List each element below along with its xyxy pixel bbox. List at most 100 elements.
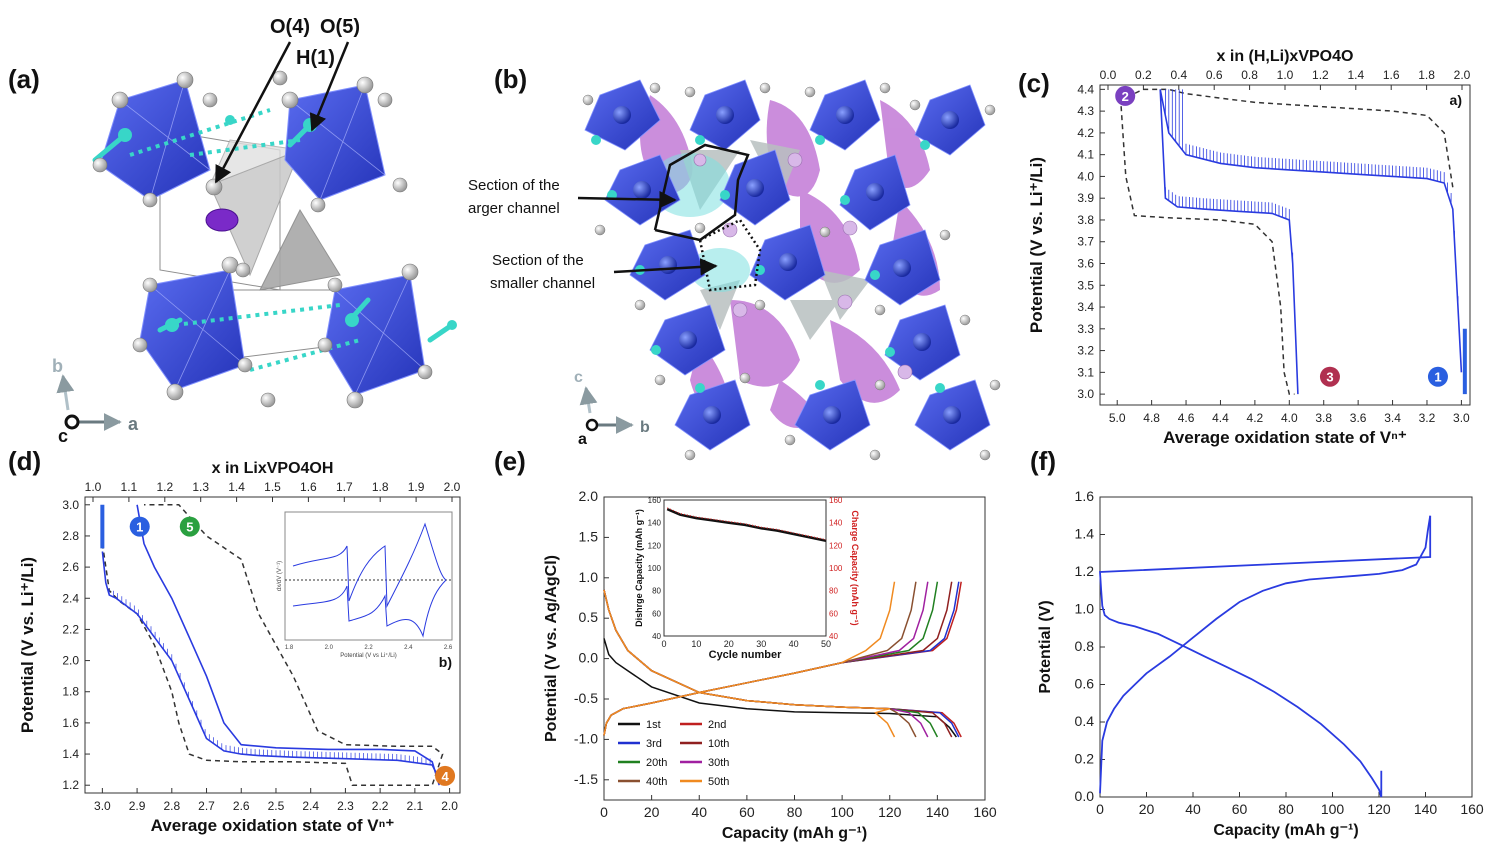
inset-x-tick-label: 1.8 bbox=[285, 645, 294, 651]
legend-label-30th: 30th bbox=[708, 757, 729, 769]
series-charge-spikes bbox=[1165, 89, 1459, 307]
x-tick-label: 140 bbox=[926, 804, 950, 820]
chart-c: 5.0 4.8 4.6 4.4 4.2 4.0 3.8 3.6 3.4 3.2 3.0 3.0 3.1 3… bbox=[1027, 48, 1471, 447]
top-tick-label: 1.6 bbox=[1383, 68, 1400, 82]
inset-series-discharge bbox=[666, 507, 827, 543]
x-tick-label: 3.8 bbox=[1315, 411, 1332, 425]
x-tick-label: 4.2 bbox=[1247, 411, 1264, 425]
top-tick-label: 1.2 bbox=[156, 480, 173, 494]
inset-x-tick-label: 20 bbox=[724, 639, 734, 649]
x-tick-label: 2.9 bbox=[129, 799, 146, 813]
chart-e: 0 20 40 60 80 100 120 140 160-1.5-1.0-0.50.00.51… bbox=[543, 488, 997, 842]
top-tick-label: 1.8 bbox=[372, 480, 389, 494]
annotation-h1: H(1) bbox=[296, 47, 335, 69]
inset-curve-lower bbox=[292, 579, 447, 638]
y-tick-label: 0.0 bbox=[1075, 788, 1095, 804]
y-tick-label: 2.4 bbox=[62, 591, 79, 605]
hydrogen-bonds-a bbox=[129, 108, 361, 372]
x-tick-label: 5.0 bbox=[1109, 411, 1126, 425]
axis-label-a-b: a bbox=[578, 431, 587, 448]
inset-y-tick-label-right: 100 bbox=[829, 564, 843, 573]
annotation-larger-1: Section of the bbox=[468, 177, 560, 194]
legend-label-1st: 1st bbox=[646, 719, 661, 731]
axis-label-b-b: b bbox=[640, 419, 650, 436]
x-tick-label: 2.1 bbox=[407, 799, 424, 813]
inset-y-tick-label-left: 40 bbox=[652, 632, 661, 641]
inset-y-label-left: Dishrge Capacity (mAh g⁻¹) bbox=[634, 509, 644, 627]
y-tick-label: 0.8 bbox=[1075, 638, 1095, 654]
crystal-structure-a: O(4) O(5) H(1) c a b bbox=[52, 16, 457, 446]
panel-label-a: (a) bbox=[8, 64, 40, 94]
series-discharge-spikes bbox=[1165, 187, 1294, 264]
corner-tag: b) bbox=[439, 654, 452, 670]
y-axis-label: Potential (V vs. Li⁺/Li) bbox=[1027, 157, 1046, 333]
inset-y-tick-label-left: 120 bbox=[648, 541, 662, 550]
series-discharge bbox=[1099, 515, 1432, 798]
y-tick-label: 4.1 bbox=[1077, 148, 1094, 162]
x-tick-label: 3.0 bbox=[94, 799, 111, 813]
marker-5 bbox=[179, 516, 200, 537]
y-axis-label: Potential (V vs. Li⁺/Li) bbox=[18, 557, 37, 733]
y-tick-label: 3.8 bbox=[1077, 213, 1094, 227]
axis-label-c-b: c bbox=[574, 369, 583, 386]
inset-frame bbox=[663, 499, 827, 637]
marker-1 bbox=[129, 516, 150, 537]
y-tick-label: 3.4 bbox=[1077, 300, 1094, 314]
top-tick-label: 1.5 bbox=[264, 480, 281, 494]
inset-x-tick-label: 40 bbox=[789, 639, 799, 649]
annotation-smaller-2: smaller channel bbox=[490, 275, 595, 292]
x-tick-label: 20 bbox=[644, 804, 660, 820]
x-tick-label: 2.3 bbox=[337, 799, 354, 813]
x-tick-label: 100 bbox=[830, 804, 854, 820]
series-50th-discharge bbox=[603, 589, 896, 738]
marker-label: 1 bbox=[136, 520, 143, 535]
inset-y-tick-label-left: 140 bbox=[648, 519, 662, 528]
series-discharge-spikes bbox=[108, 588, 431, 765]
inset-y-tick-label-right: 60 bbox=[829, 609, 838, 618]
inset-y-label: dx/dV (V⁻¹) bbox=[277, 561, 283, 591]
y-tick-label: 0.4 bbox=[1075, 713, 1095, 729]
axis-label-b: b bbox=[52, 356, 63, 376]
x-tick-label: 3.6 bbox=[1350, 411, 1367, 425]
marker-2 bbox=[1115, 85, 1136, 106]
plot-frame bbox=[1099, 496, 1473, 798]
inset-y-tick-label-right: 40 bbox=[829, 632, 838, 641]
corner-tag: a) bbox=[1450, 92, 1462, 108]
axes-indicator-a: c a b bbox=[52, 356, 139, 446]
y-tick-label: 1.4 bbox=[1075, 526, 1095, 542]
x-tick-label: 3.2 bbox=[1419, 411, 1436, 425]
y-tick-label: -1.0 bbox=[574, 730, 598, 746]
legend-label-20th: 20th bbox=[646, 757, 667, 769]
series-discharge bbox=[101, 551, 444, 786]
panel-label-f: (f) bbox=[1030, 446, 1056, 476]
x-tick-label: 80 bbox=[787, 804, 803, 820]
annotation-o5: O(5) bbox=[320, 16, 360, 38]
chart-d: 3.0 2.9 2.8 2.7 2.6 2.5 2.4 2.3 2.2 2.1 2.0 1.2 1.4 1… bbox=[18, 460, 461, 835]
inset-y-label-right: Charge Capacity (mAh g⁻¹) bbox=[850, 510, 860, 625]
top-tick-label: 1.0 bbox=[1277, 68, 1294, 82]
x-axis-label: Average oxidation state of Vⁿ⁺ bbox=[1163, 428, 1407, 447]
y-tick-label: 4.4 bbox=[1077, 82, 1094, 96]
panel-label-d: (d) bbox=[8, 446, 42, 476]
top-tick-label: 2.0 bbox=[1454, 68, 1471, 82]
top-tick-label: 2.0 bbox=[444, 480, 461, 494]
inset-y-tick-label-left: 100 bbox=[648, 564, 662, 573]
x-tick-label: 2.8 bbox=[163, 799, 180, 813]
top-tick-label: 0.6 bbox=[1206, 68, 1223, 82]
y-tick-label: 1.2 bbox=[62, 778, 79, 792]
plot-frame bbox=[1099, 84, 1471, 406]
marker-label: 4 bbox=[441, 769, 449, 784]
x-tick-label: 40 bbox=[1185, 801, 1201, 817]
y-tick-label: 1.0 bbox=[1075, 601, 1095, 617]
x-tick-label: 20 bbox=[1139, 801, 1155, 817]
inset-x-label: Cycle number bbox=[709, 649, 782, 661]
x-axis-label: Capacity (mAh g⁻¹) bbox=[722, 825, 867, 842]
panel-label-e: (e) bbox=[494, 446, 526, 476]
y-tick-label: 4.2 bbox=[1077, 126, 1094, 140]
axis-label-c: c bbox=[58, 426, 68, 446]
inset-y-tick-label-right: 160 bbox=[829, 496, 843, 505]
inset-x-tick-label: 50 bbox=[821, 639, 831, 649]
y-tick-label: -1.5 bbox=[574, 771, 598, 787]
y-tick-label: 2.2 bbox=[62, 622, 79, 636]
y-tick-label: 1.0 bbox=[579, 569, 599, 585]
